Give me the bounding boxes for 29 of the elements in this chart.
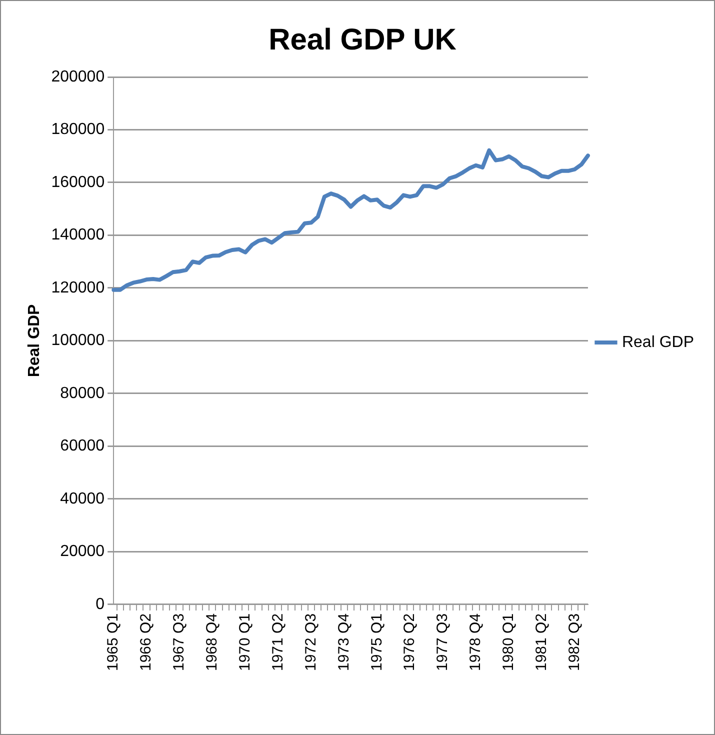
y-tick-label: 120000 xyxy=(51,279,105,296)
x-tick-label: 1978 Q4 xyxy=(467,613,484,671)
x-tick-label: 1982 Q3 xyxy=(566,613,583,671)
y-axis-title: Real GDP xyxy=(26,304,44,378)
x-tick-label: 1973 Q4 xyxy=(335,613,352,671)
chart-title: Real GDP UK xyxy=(268,23,457,56)
y-tick-label: 200000 xyxy=(51,68,105,86)
x-tick-label: 1968 Q4 xyxy=(204,613,221,671)
y-tick-label: 20000 xyxy=(60,543,105,560)
y-tick-label: 180000 xyxy=(51,121,105,138)
x-tick-label: 1977 Q3 xyxy=(434,613,452,671)
x-tick-label: 1976 Q2 xyxy=(401,613,418,671)
x-tick-label: 1965 Q1 xyxy=(104,613,122,671)
y-tick-label: 60000 xyxy=(60,438,105,455)
y-tick-label: 100000 xyxy=(51,332,105,350)
x-tick-label: 1967 Q3 xyxy=(170,613,188,671)
y-tick-label: 40000 xyxy=(60,490,105,508)
x-tick-label: 1981 Q2 xyxy=(532,613,550,671)
x-tick-label: 1972 Q3 xyxy=(302,613,320,671)
x-tick-label: 1975 Q1 xyxy=(368,613,386,671)
y-tick-label: 80000 xyxy=(60,384,105,402)
y-tick-label: 140000 xyxy=(51,226,105,244)
x-tick-label: 1980 Q1 xyxy=(500,613,518,671)
y-tick-label: 160000 xyxy=(51,174,105,191)
x-tick-label: 1971 Q2 xyxy=(269,613,286,671)
y-tick-label: 0 xyxy=(96,596,105,613)
x-tick-label: 1970 Q1 xyxy=(236,613,254,671)
x-tick-label: 1966 Q2 xyxy=(138,613,155,671)
legend-label: Real GDP xyxy=(622,334,694,351)
